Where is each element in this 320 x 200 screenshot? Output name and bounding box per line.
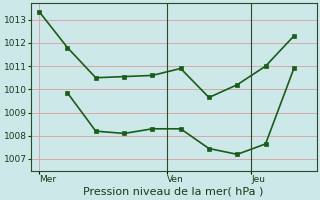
X-axis label: Pression niveau de la mer( hPa ): Pression niveau de la mer( hPa ) bbox=[84, 187, 264, 197]
